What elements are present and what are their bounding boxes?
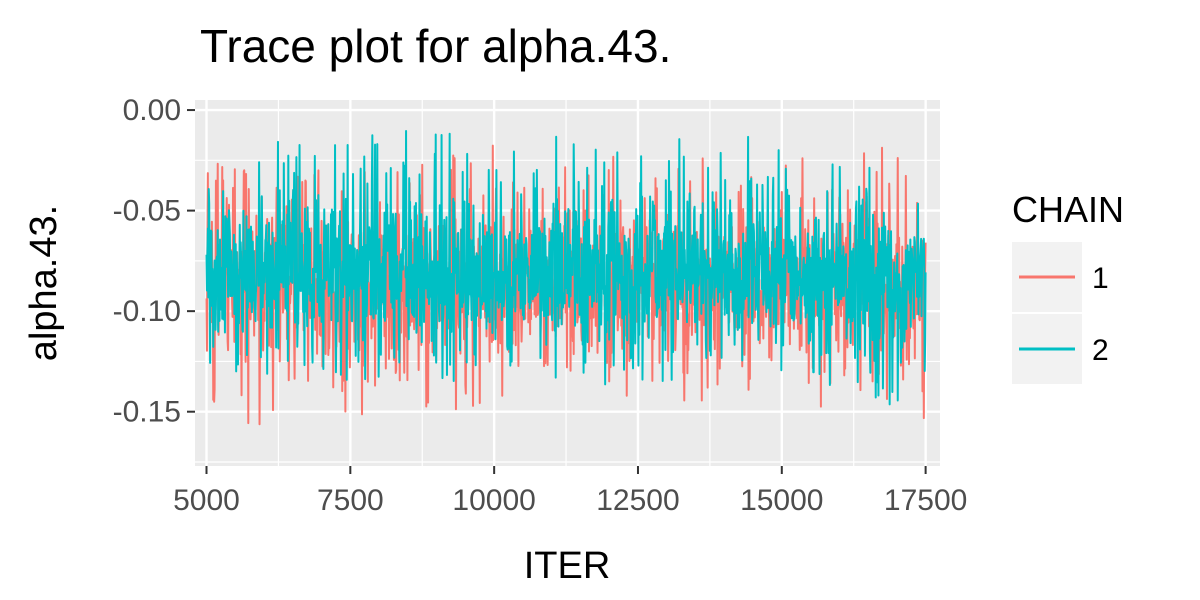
x-axis: 5000 7500 10000 12500 15000 17500 (173, 466, 967, 517)
x-axis-title: ITER (524, 545, 611, 587)
x-tick-label: 7500 (317, 484, 384, 517)
series-2-trace (205, 130, 927, 406)
legend: CHAIN 1 2 (1012, 189, 1124, 384)
series-layer (205, 130, 927, 426)
x-tick-label: 10000 (452, 484, 535, 517)
legend-label-2: 2 (1092, 334, 1109, 367)
y-tick-label: -0.15 (113, 396, 181, 429)
chart-title: Trace plot for alpha.43. (200, 20, 671, 72)
y-axis: 0.00 -0.05 -0.10 -0.15 (113, 94, 195, 429)
x-tick-label: 15000 (740, 484, 823, 517)
x-tick-label: 12500 (596, 484, 679, 517)
legend-label-1: 1 (1092, 262, 1109, 295)
x-tick-label: 17500 (884, 484, 967, 517)
y-tick-label: 0.00 (123, 94, 181, 127)
y-axis-title: alpha.43. (23, 205, 65, 361)
legend-title: CHAIN (1012, 189, 1124, 230)
x-tick-label: 5000 (173, 484, 240, 517)
y-tick-label: -0.10 (113, 295, 181, 328)
y-tick-label: -0.05 (113, 195, 181, 228)
